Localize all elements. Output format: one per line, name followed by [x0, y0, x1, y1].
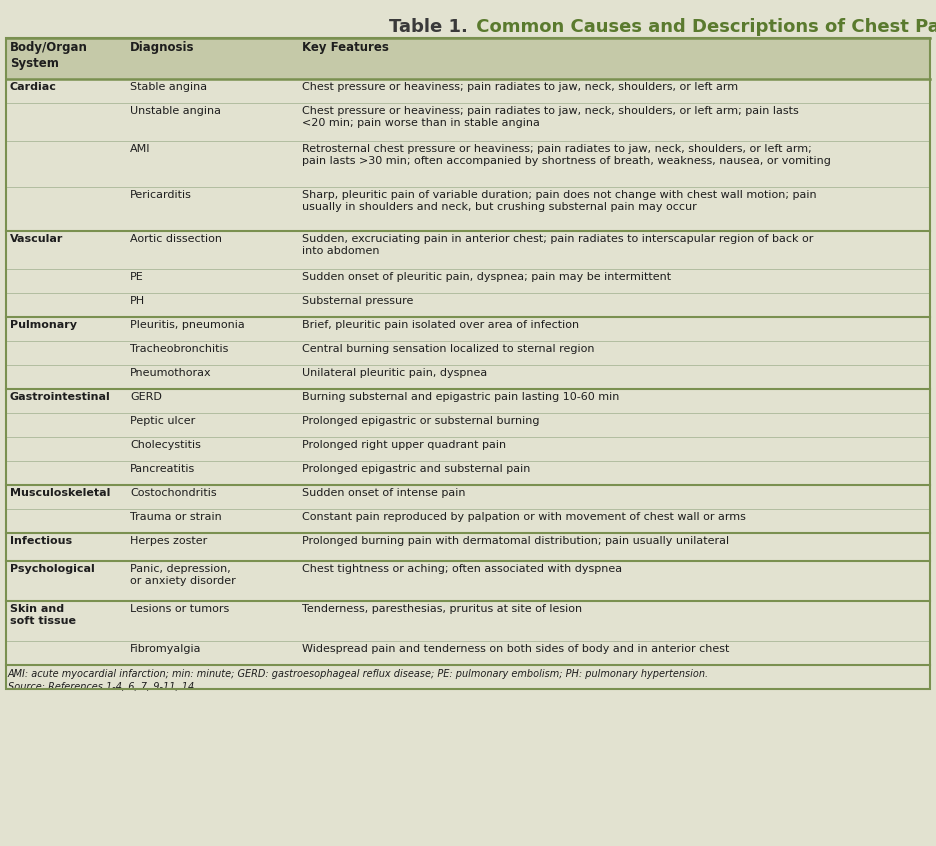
Bar [6, 341, 930, 365]
Text: Tenderness, paresthesias, pruritus at site of lesion: Tenderness, paresthesias, pruritus at si… [302, 604, 582, 614]
Text: Musculoskeletal: Musculoskeletal [10, 488, 110, 498]
Text: Prolonged right upper quadrant pain: Prolonged right upper quadrant pain [302, 440, 506, 450]
Text: Tracheobronchitis: Tracheobronchitis [130, 344, 228, 354]
Bar [6, 231, 930, 269]
Bar [6, 437, 930, 461]
Text: Prolonged epigastric and substernal pain: Prolonged epigastric and substernal pain [302, 464, 531, 474]
Text: Fibromyalgia: Fibromyalgia [130, 644, 201, 654]
Bar [6, 561, 930, 601]
Bar [6, 103, 930, 141]
Text: Prolonged burning pain with dermatomal distribution; pain usually unilateral: Prolonged burning pain with dermatomal d… [302, 536, 729, 546]
Text: Constant pain reproduced by palpation or with movement of chest wall or arms: Constant pain reproduced by palpation or… [302, 512, 746, 522]
Text: Sharp, pleuritic pain of variable duration; pain does not change with chest wall: Sharp, pleuritic pain of variable durati… [302, 190, 816, 212]
Text: Central burning sensation localized to sternal region: Central burning sensation localized to s… [302, 344, 594, 354]
Bar [6, 187, 930, 231]
Bar [6, 365, 930, 389]
Text: Source: References 1-4, 6, 7, 9-11, 14.: Source: References 1-4, 6, 7, 9-11, 14. [8, 682, 197, 692]
Text: Burning substernal and epigastric pain lasting 10-60 min: Burning substernal and epigastric pain l… [302, 392, 620, 402]
Text: Cholecystitis: Cholecystitis [130, 440, 201, 450]
Bar [6, 413, 930, 437]
Text: Table 1.: Table 1. [389, 18, 468, 36]
Text: Herpes zoster: Herpes zoster [130, 536, 207, 546]
Text: GERD: GERD [130, 392, 162, 402]
Text: Chest pressure or heaviness; pain radiates to jaw, neck, shoulders, or left arm;: Chest pressure or heaviness; pain radiat… [302, 106, 798, 129]
Bar [6, 79, 930, 103]
Bar [6, 269, 930, 293]
Text: Chest tightness or aching; often associated with dyspnea: Chest tightness or aching; often associa… [302, 564, 622, 574]
Bar [6, 389, 930, 413]
Bar [6, 601, 930, 641]
Text: Prolonged epigastric or substernal burning: Prolonged epigastric or substernal burni… [302, 416, 539, 426]
Text: Stable angina: Stable angina [130, 82, 207, 92]
Text: Chest pressure or heaviness; pain radiates to jaw, neck, shoulders, or left arm: Chest pressure or heaviness; pain radiat… [302, 82, 739, 92]
Bar [6, 485, 930, 509]
Text: Infectious: Infectious [10, 536, 72, 546]
Text: Sudden onset of intense pain: Sudden onset of intense pain [302, 488, 465, 498]
Text: Retrosternal chest pressure or heaviness; pain radiates to jaw, neck, shoulders,: Retrosternal chest pressure or heaviness… [302, 144, 831, 167]
Text: Key Features: Key Features [302, 41, 388, 54]
Text: Pulmonary: Pulmonary [10, 320, 77, 330]
Bar [6, 509, 930, 533]
Text: Body/Organ
System: Body/Organ System [10, 41, 88, 70]
Text: Gastrointestinal: Gastrointestinal [10, 392, 110, 402]
Text: Costochondritis: Costochondritis [130, 488, 216, 498]
Text: PH: PH [130, 296, 145, 306]
Text: Substernal pressure: Substernal pressure [302, 296, 414, 306]
Bar [6, 533, 930, 561]
Text: Widespread pain and tenderness on both sides of body and in anterior chest: Widespread pain and tenderness on both s… [302, 644, 729, 654]
Text: Trauma or strain: Trauma or strain [130, 512, 222, 522]
Text: Diagnosis: Diagnosis [130, 41, 195, 54]
Text: Lesions or tumors: Lesions or tumors [130, 604, 229, 614]
Text: AMI: acute myocardial infarction; min: minute; GERD: gastroesophageal reflux dis: AMI: acute myocardial infarction; min: m… [8, 669, 709, 679]
Text: PE: PE [130, 272, 144, 282]
Text: Pneumothorax: Pneumothorax [130, 368, 212, 378]
Text: Unilateral pleuritic pain, dyspnea: Unilateral pleuritic pain, dyspnea [302, 368, 488, 378]
Text: Vascular: Vascular [10, 234, 64, 244]
Bar [6, 38, 930, 79]
Text: Pancreatitis: Pancreatitis [130, 464, 196, 474]
Text: AMI: AMI [130, 144, 151, 154]
Text: Sudden, excruciating pain in anterior chest; pain radiates to interscapular regi: Sudden, excruciating pain in anterior ch… [302, 234, 813, 256]
Text: Pleuritis, pneumonia: Pleuritis, pneumonia [130, 320, 244, 330]
Text: Skin and
soft tissue: Skin and soft tissue [10, 604, 76, 626]
Text: Panic, depression,
or anxiety disorder: Panic, depression, or anxiety disorder [130, 564, 236, 586]
Bar [6, 461, 930, 485]
Bar [6, 317, 930, 341]
Bar [6, 38, 930, 689]
Text: Sudden onset of pleuritic pain, dyspnea; pain may be intermittent: Sudden onset of pleuritic pain, dyspnea;… [302, 272, 671, 282]
Text: Peptic ulcer: Peptic ulcer [130, 416, 196, 426]
Bar [6, 293, 930, 317]
Bar [6, 641, 930, 665]
Bar [6, 141, 930, 187]
Text: Cardiac: Cardiac [10, 82, 57, 92]
Text: Brief, pleuritic pain isolated over area of infection: Brief, pleuritic pain isolated over area… [302, 320, 579, 330]
Text: Pericarditis: Pericarditis [130, 190, 192, 200]
Text: Common Causes and Descriptions of Chest Pain: Common Causes and Descriptions of Chest … [470, 18, 936, 36]
Text: Unstable angina: Unstable angina [130, 106, 221, 116]
Text: Psychological: Psychological [10, 564, 95, 574]
Text: Aortic dissection: Aortic dissection [130, 234, 222, 244]
